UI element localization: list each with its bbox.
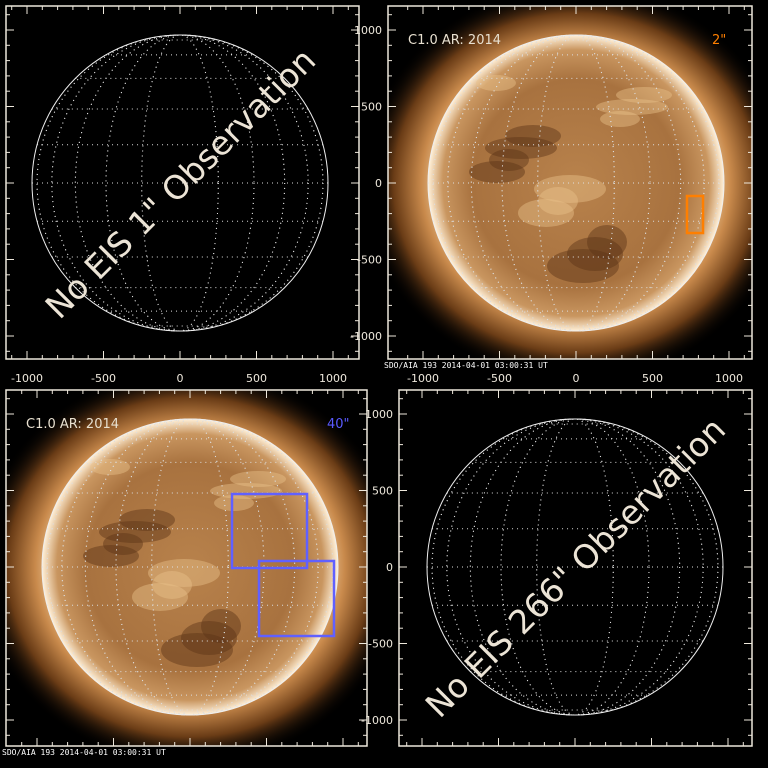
y-tick-label: -1000	[361, 714, 393, 727]
slit-size-label: 2"	[712, 33, 726, 48]
solar-feature	[518, 199, 574, 227]
x-tick-label: 1000	[715, 372, 743, 385]
solar-feature	[90, 459, 130, 475]
solar-limb	[426, 418, 724, 716]
y-tick-label: 500	[361, 101, 382, 114]
event-label: C1.0 AR: 2014	[26, 417, 119, 432]
instrument-timestamp: SDO/AIA 193 2014-04-01 03:00:31 UT	[384, 361, 548, 370]
solar-feature	[534, 175, 606, 203]
solar-feature	[596, 99, 668, 115]
x-tick-label: 0	[177, 372, 184, 385]
eis-fov-box	[685, 194, 705, 235]
y-tick-label: -500	[368, 638, 393, 651]
y-tick-label: 1000	[365, 408, 393, 421]
solar-feature	[587, 225, 627, 259]
panel-bl: C1.0 AR: 2014 40" SDO/AIA 193 2014-04-01 0…	[2, 389, 368, 757]
solar-feature	[616, 87, 672, 103]
solar-feature	[469, 161, 525, 183]
solar-feature	[181, 621, 237, 655]
solar-feature	[201, 609, 241, 643]
solar-feature	[230, 471, 286, 487]
panel-tl: -1000 -500 0 500 1000 No EIS 1" Observation	[5, 5, 360, 385]
solar-feature	[161, 633, 233, 667]
solar-feature	[538, 187, 578, 215]
y-tick-label: -1000	[350, 330, 382, 343]
x-tick-label: 0	[573, 372, 580, 385]
y-tick-label: 0	[375, 177, 382, 190]
solar-feature	[485, 137, 557, 159]
solar-feature	[214, 495, 254, 511]
axis-ticks	[6, 6, 359, 359]
y-tick-label: 500	[372, 485, 393, 498]
axis-ticks	[388, 6, 752, 359]
solar-feature	[489, 149, 529, 171]
solar-limb	[41, 418, 339, 716]
slit-size-label: 40"	[327, 417, 350, 432]
event-label: C1.0 AR: 2014	[408, 33, 501, 48]
solar-feature	[567, 237, 623, 271]
solar-feature	[152, 571, 192, 599]
axis-ticks	[6, 390, 367, 746]
y-tick-label: -500	[357, 254, 382, 267]
solar-feature	[547, 249, 619, 283]
eis-fov-box	[230, 492, 309, 570]
y-tick-label: 1000	[354, 24, 382, 37]
x-tick-label: -1000	[11, 372, 43, 385]
solar-feature	[119, 509, 175, 531]
y-tick-label: 0	[386, 561, 393, 574]
solar-feature	[132, 583, 188, 611]
x-tick-label: -500	[91, 372, 116, 385]
solar-limb	[427, 34, 725, 332]
solar-feature	[505, 125, 561, 147]
no-observation-text: No EIS 1" Observation	[38, 41, 324, 327]
solar-feature	[83, 545, 139, 567]
solar-feature	[476, 75, 516, 91]
solar-disk	[428, 35, 724, 331]
x-tick-label: 500	[642, 372, 663, 385]
plot-frame	[5, 389, 368, 747]
eis-fov-box	[257, 559, 336, 638]
panel-br: 1000 500 0 -500 -1000 No EIS 266" Observation	[361, 389, 753, 747]
x-tick-label: -1000	[407, 372, 439, 385]
instrument-timestamp: SDO/AIA 193 2014-04-01 03:00:31 UT	[2, 748, 166, 757]
solar-feature	[103, 533, 143, 555]
solar-limb	[31, 34, 329, 332]
no-observation-text: No EIS 266" Observation	[418, 410, 733, 725]
solar-feature	[148, 559, 220, 587]
x-tick-label: 1000	[319, 372, 347, 385]
solar-feature	[600, 111, 640, 127]
panel-tr: -1000 -500 0 500 1000 1000 500 0 -500 -1000 C1.0 A…	[350, 5, 753, 385]
solar-feature	[99, 521, 171, 543]
x-tick-label: 500	[246, 372, 267, 385]
x-tick-label: -500	[487, 372, 512, 385]
axis-ticks	[399, 390, 752, 746]
